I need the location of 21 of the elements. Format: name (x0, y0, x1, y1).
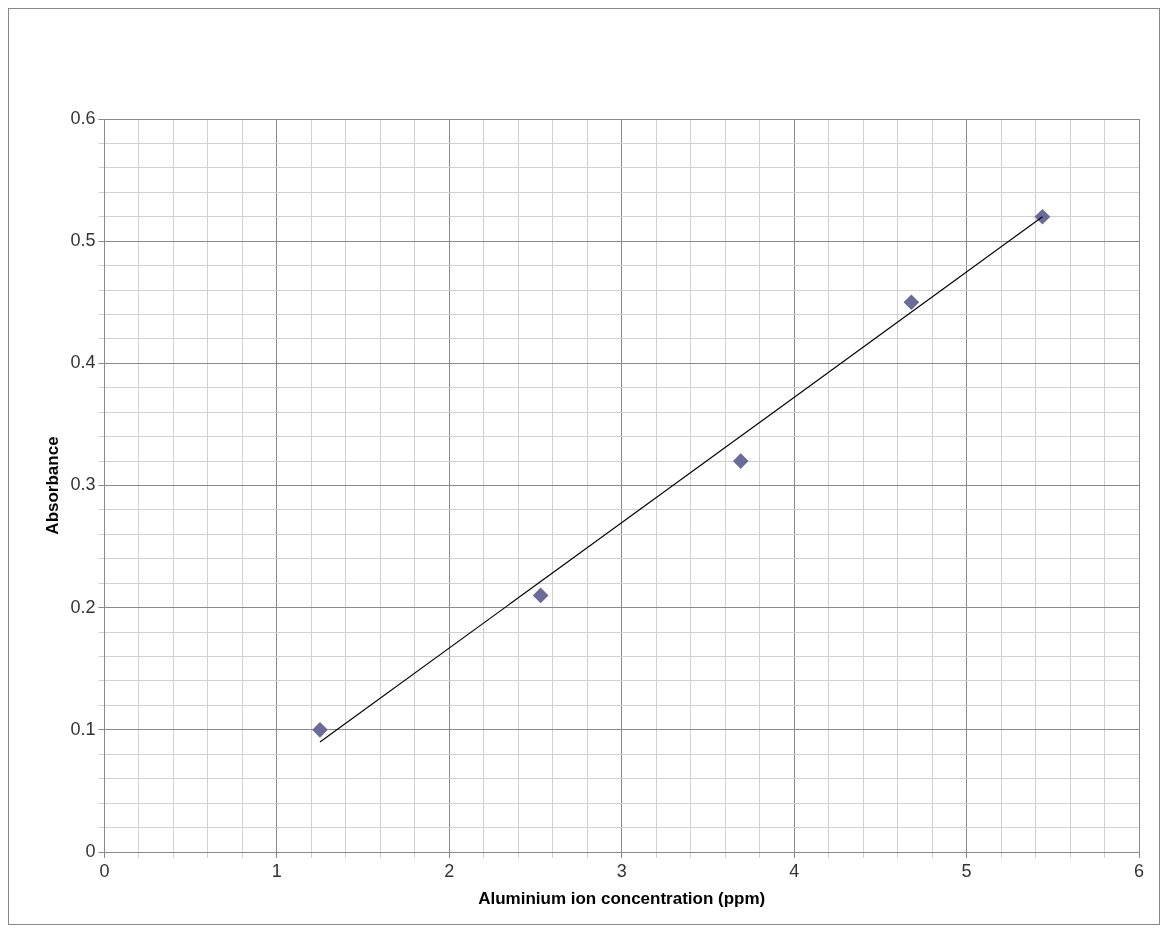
point (733, 453, 749, 469)
x-tick-label: 4 (789, 860, 800, 881)
x-tick-label: 6 (1133, 860, 1145, 881)
x-tick-label: 0 (99, 860, 110, 881)
point (1034, 209, 1051, 225)
y-axis-title: Absorbance (42, 436, 62, 535)
y-tick-label: 0.6 (70, 107, 96, 128)
y-tick-label: 0.4 (70, 352, 96, 373)
point (533, 587, 549, 604)
point (312, 722, 328, 738)
point (903, 294, 919, 310)
x-tick-label: 1 (271, 860, 282, 881)
y-tick-label: 0.1 (70, 718, 96, 739)
y-tick-label: 0.3 (70, 474, 96, 495)
y-tick-label: 0.5 (70, 230, 96, 251)
y-tick-label: 0.2 (70, 596, 96, 617)
x-axis-title: Aluminium ion concentration (ppm) (478, 889, 766, 909)
y-tick-label: 0 (85, 840, 96, 861)
x-tick-label: 3 (616, 860, 627, 881)
x-tick-label: 2 (444, 860, 455, 881)
x-tick-label: 5 (961, 860, 972, 881)
